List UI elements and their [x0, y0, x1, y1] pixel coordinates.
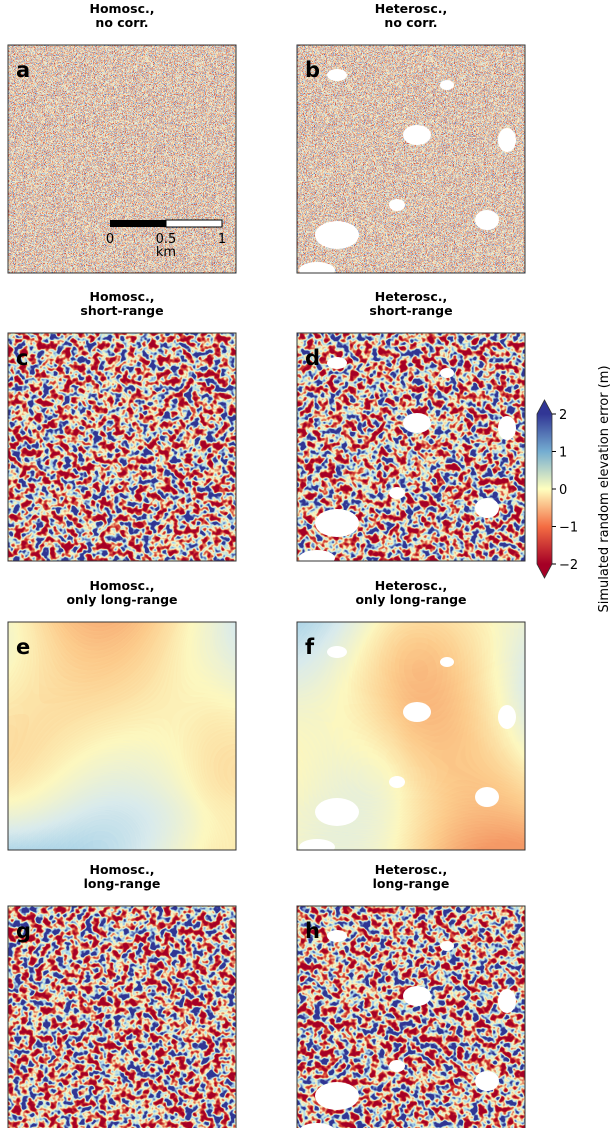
data-gap	[475, 210, 499, 230]
raster	[8, 333, 236, 561]
panel-title: Homosc.,	[89, 289, 154, 304]
data-gap	[498, 128, 516, 152]
data-gap	[327, 69, 347, 81]
data-gap	[403, 125, 431, 145]
data-gap	[327, 930, 347, 942]
raster-panel	[7, 621, 237, 851]
panel-letter: e	[16, 635, 30, 659]
data-gap	[475, 1071, 499, 1091]
panel-letter: c	[16, 346, 28, 370]
data-gap	[327, 357, 347, 369]
panel-letter: a	[16, 58, 30, 82]
panel-title: only long-range	[66, 592, 177, 607]
data-gap	[299, 262, 335, 278]
data-gap	[403, 986, 431, 1006]
colorbar-tick-label: 1	[559, 446, 567, 461]
data-gap	[389, 487, 405, 499]
data-gap	[440, 368, 454, 378]
panel-title: Homosc.,	[89, 578, 154, 593]
scalebar-unit: km	[156, 245, 176, 260]
colorbar-tick-label: −1	[559, 521, 578, 536]
raster-panel	[7, 905, 237, 1132]
scalebar-black	[110, 220, 166, 227]
data-gap	[315, 1082, 359, 1110]
panel-title: long-range	[84, 876, 161, 891]
data-gap	[389, 776, 405, 788]
panel-frame	[296, 905, 526, 1132]
panel-title: Heterosc.,	[375, 1, 448, 16]
panel-title: Heterosc.,	[375, 862, 448, 877]
data-gap	[403, 702, 431, 722]
panel-title: only long-range	[355, 592, 466, 607]
raster	[8, 906, 236, 1132]
panel-letter: f	[305, 635, 315, 659]
raster-panel	[7, 332, 237, 562]
panel-frame	[7, 621, 237, 851]
data-gap	[498, 705, 516, 729]
colorbar-tick-label: 0	[559, 483, 567, 498]
scalebar-white	[165, 219, 223, 228]
data-gap	[403, 413, 431, 433]
raster	[8, 45, 236, 273]
panel-letter: h	[305, 919, 320, 943]
data-gap	[389, 1060, 405, 1072]
data-gap	[498, 416, 516, 440]
data-gap	[475, 787, 499, 807]
colorbar-extend-bottom	[537, 564, 552, 578]
panel-title: Homosc.,	[89, 862, 154, 877]
panel-frame	[296, 621, 526, 851]
raster-panel	[296, 905, 526, 1132]
data-gap	[440, 657, 454, 667]
data-gap	[475, 498, 499, 518]
panel-frame	[7, 332, 237, 562]
data-gap	[299, 550, 335, 566]
panel-frame	[7, 905, 237, 1132]
colorbar-tick-label: 2	[559, 408, 567, 423]
data-gap	[389, 199, 405, 211]
colorbar	[537, 414, 552, 564]
colorbar-extend-top	[537, 400, 552, 414]
panel-frame	[296, 44, 526, 274]
panel-title: no corr.	[384, 15, 437, 30]
data-gap	[315, 221, 359, 249]
data-gap	[498, 989, 516, 1013]
panel-frame	[7, 44, 237, 274]
colorbar-tick-label: −2	[559, 558, 578, 573]
panel-title: Heterosc.,	[375, 578, 448, 593]
panel-title: no corr.	[95, 15, 148, 30]
raster-panel	[296, 44, 526, 278]
raster	[8, 622, 236, 850]
panel-frame	[296, 332, 526, 562]
data-gap	[440, 941, 454, 951]
data-gap	[299, 839, 335, 855]
raster-panel	[296, 621, 526, 855]
panel-title: short-range	[80, 303, 163, 318]
panel-title: short-range	[369, 303, 452, 318]
data-gap	[440, 80, 454, 90]
data-gap	[315, 798, 359, 826]
panel-title: Homosc.,	[89, 1, 154, 16]
panel-letter: d	[305, 346, 320, 370]
panel-letter: g	[16, 919, 31, 943]
panel-title: Heterosc.,	[375, 289, 448, 304]
scalebar-label: 0.5	[156, 232, 177, 247]
data-gap	[315, 509, 359, 537]
data-gap	[327, 646, 347, 658]
raster-panel	[7, 44, 237, 274]
scalebar-label: 0	[106, 232, 114, 247]
raster-panel	[296, 332, 526, 566]
scalebar-label: 1	[218, 232, 226, 247]
panel-letter: b	[305, 58, 320, 82]
panel-title: long-range	[373, 876, 450, 891]
colorbar-label: Simulated random elevation error (m)	[597, 365, 612, 612]
